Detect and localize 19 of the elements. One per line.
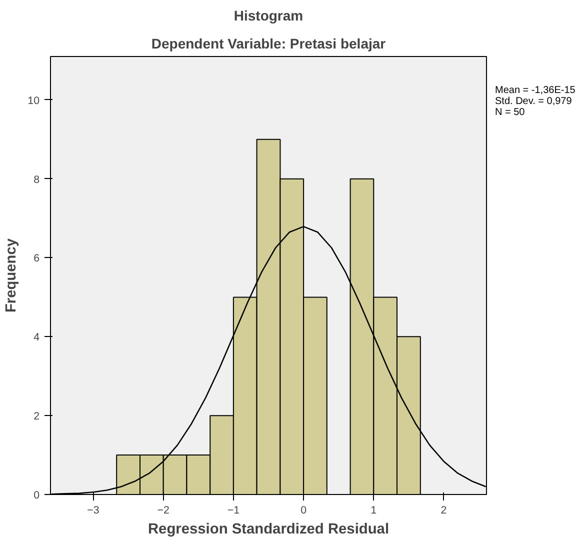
x-tick-label: −3 (87, 504, 100, 516)
x-tick-label: 0 (300, 504, 307, 516)
x-tick-label: 1 (370, 504, 377, 516)
x-tick-label: 2 (440, 504, 447, 516)
y-tick-label: 0 (34, 490, 40, 502)
chart-title: Histogram (234, 8, 304, 24)
text: N = 50 (495, 107, 525, 118)
x-tick-label: −1 (227, 504, 240, 516)
y-tick-label: 8 (34, 174, 40, 186)
y-tick-label: 10 (28, 94, 40, 107)
y-tick-label: 4 (34, 332, 40, 344)
x-tick-label: −2 (157, 504, 170, 516)
y-tick-label: 2 (34, 410, 40, 423)
chart-subtitle: Dependent Variable: Pretasi belajar (151, 36, 386, 52)
text: Mean = -1,36E-15 (495, 85, 576, 96)
y-axis-title: Frequency (4, 238, 20, 313)
text: Std. Dev. = 0,979 (495, 96, 572, 107)
y-tick-label: 6 (34, 252, 40, 265)
x-axis-title: Regression Standardized Residual (148, 522, 390, 538)
